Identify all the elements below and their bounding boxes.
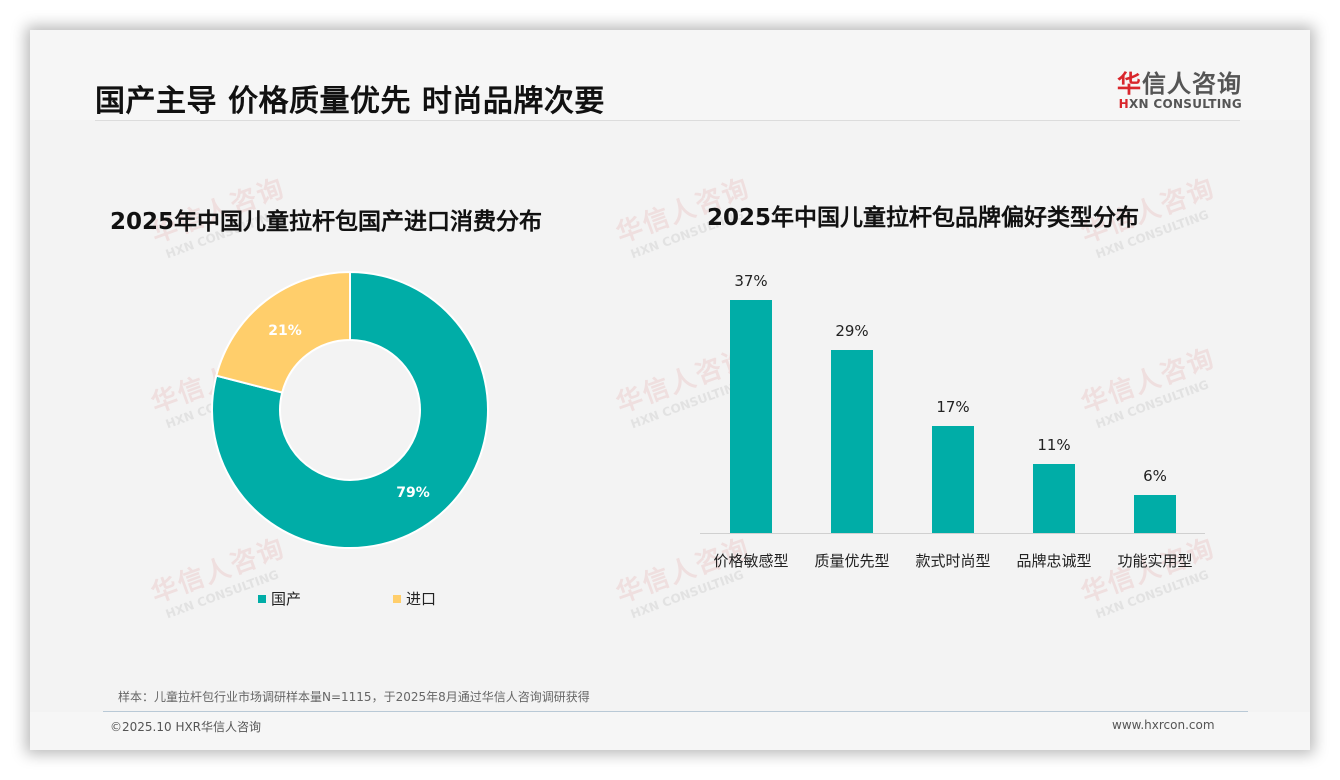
logo-en-text: XN CONSULTING	[1128, 97, 1242, 111]
bar-category-label: 品牌忠诚型	[1016, 552, 1092, 570]
legend-swatch-import	[393, 594, 401, 603]
watermark-en: HXN CONSULTING	[1093, 567, 1211, 622]
website-link[interactable]: www.hxrcon.com	[1112, 718, 1215, 732]
header-band	[30, 30, 1310, 120]
donut-chart-title: 2025年中国儿童拉杆包国产进口消费分布	[110, 209, 543, 235]
legend-swatch-domestic	[258, 594, 266, 603]
donut-label: 79%	[396, 485, 430, 501]
bar-category-label: 质量优先型	[814, 552, 890, 570]
bar-value-label: 29%	[835, 322, 869, 341]
bar	[1033, 463, 1075, 533]
donut-slice-import	[215, 270, 351, 394]
bar-chart-title: 2025年中国儿童拉杆包品牌偏好类型分布	[707, 205, 1140, 231]
brand-logo: 华信人咨询 HXN CONSULTING	[1110, 64, 1242, 111]
bar-value-label: 11%	[1037, 435, 1071, 454]
bar	[730, 300, 772, 533]
bar	[831, 350, 873, 533]
donut-chart: 79% 21%	[211, 270, 489, 549]
bar-category-label: 款式时尚型	[915, 552, 991, 570]
legend-item-import: 进口	[393, 588, 436, 609]
bar-value-label: 37%	[734, 272, 768, 290]
page-title: 国产主导 价格质量优先 时尚品牌次要	[95, 84, 605, 119]
logo-cn-text: 信人咨询	[1142, 70, 1242, 98]
bar-chart-axis	[700, 533, 1205, 534]
title-divider	[95, 120, 1240, 121]
donut-slice-domestic	[211, 270, 489, 549]
logo-en-accent: H	[1118, 97, 1129, 111]
footer-band	[30, 712, 1310, 750]
sample-note: 样本：儿童拉杆包行业市场调研样本量N=1115，于2025年8月通过华信人咨询调…	[118, 690, 590, 704]
logo-accent: 华	[1117, 70, 1142, 98]
legend-item-domestic: 国产	[258, 588, 301, 609]
bar-value-label: 17%	[936, 397, 970, 416]
bar-category-label: 价格敏感型	[713, 552, 789, 570]
footer-divider	[103, 711, 1248, 712]
legend-label-domestic: 国产	[271, 590, 302, 608]
bar-value-label: 6%	[1143, 467, 1167, 486]
slide: 国产主导 价格质量优先 时尚品牌次要 华信人咨询 HXN CONSULTING …	[30, 30, 1310, 750]
bar	[932, 425, 974, 533]
watermark-cn: 华信人咨询	[1077, 343, 1220, 420]
watermark-en: HXN CONSULTING	[1093, 377, 1211, 432]
donut-label: 21%	[268, 323, 302, 339]
bar	[1134, 495, 1176, 533]
legend-label-import: 进口	[406, 590, 437, 608]
copyright: ©2025.10 HXR华信人咨询	[110, 720, 262, 734]
bar-category-label: 功能实用型	[1117, 552, 1193, 570]
